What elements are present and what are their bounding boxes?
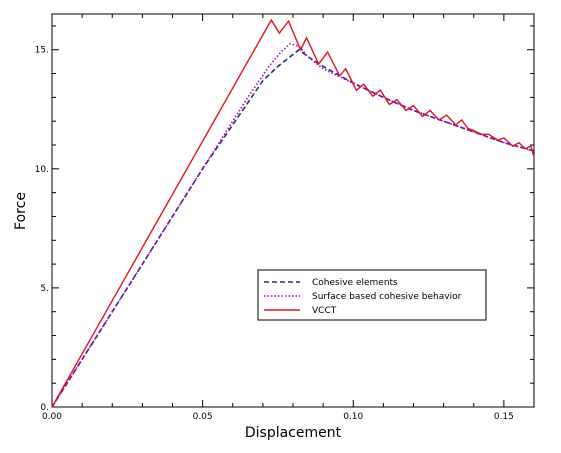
y-tick-label: 10. — [35, 165, 49, 175]
x-tick-label: 0.05 — [193, 412, 213, 422]
legend-label: VCCT — [312, 306, 337, 316]
x-tick-label: 0.15 — [494, 412, 514, 422]
legend-label: Cohesive elements — [312, 278, 398, 288]
ticks-layer: 0.00 0.05 0.10 0.15 0. 5. 10. 15. — [35, 14, 534, 422]
x-axis-title: Displacement — [245, 425, 342, 441]
y-axis-title: Force — [13, 192, 29, 230]
legend-box — [257, 269, 487, 321]
x-tick-label: 0.10 — [343, 412, 363, 422]
y-tick-label: 0. — [40, 403, 49, 413]
series-line-cohesive-elements — [51, 48, 535, 408]
series-layer — [51, 18, 535, 408]
x-tick-label: 0.00 — [42, 412, 62, 422]
y-tick-label: 15. — [35, 46, 49, 56]
y-tick-label: 5. — [40, 284, 49, 294]
legend: Cohesive elements Surface based cohesive … — [257, 269, 487, 321]
legend-label: Surface based cohesive behavior — [312, 292, 462, 302]
series-line-surface-based-cohesive-behavior — [51, 42, 535, 408]
series-line-vcct — [51, 18, 535, 408]
plot-area — [51, 13, 535, 408]
